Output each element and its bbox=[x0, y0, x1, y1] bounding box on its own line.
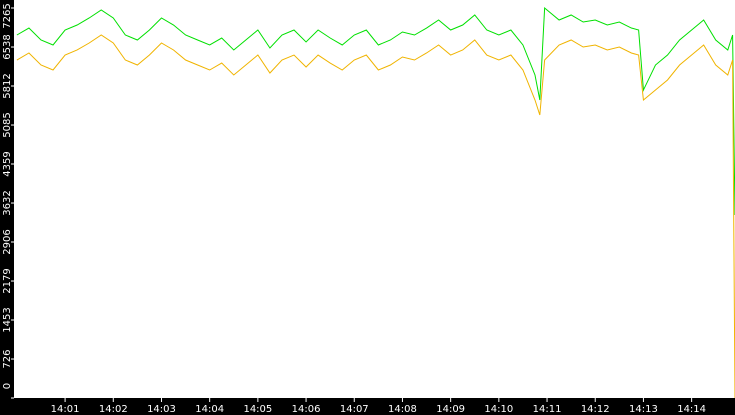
series-line bbox=[16, 6, 735, 216]
y-tick-label: 0 bbox=[2, 383, 13, 389]
x-tick-label: 14:13 bbox=[629, 404, 658, 415]
x-tick-label: 14:12 bbox=[581, 404, 610, 415]
x-tick-label: 14:08 bbox=[388, 404, 417, 415]
y-tick-label: 3632 bbox=[2, 190, 13, 215]
y-tick-label: 7265 bbox=[2, 3, 13, 28]
x-tick-label: 14:11 bbox=[533, 404, 562, 415]
y-tick-label: 4359 bbox=[2, 151, 13, 176]
y-tick-label: 2179 bbox=[2, 268, 13, 293]
series-line bbox=[16, 34, 735, 399]
y-tick-label: 5812 bbox=[2, 73, 13, 98]
x-axis-strip bbox=[0, 398, 735, 415]
x-tick-label: 14:14 bbox=[677, 404, 706, 415]
y-tick-label: 1453 bbox=[2, 307, 13, 332]
x-tick-label: 14:06 bbox=[292, 404, 321, 415]
x-tick-label: 14:10 bbox=[484, 404, 513, 415]
x-tick-label: 14:05 bbox=[243, 404, 272, 415]
y-tick-label: 2906 bbox=[2, 229, 13, 254]
y-tick-label: 5085 bbox=[2, 112, 13, 137]
y-axis-strip bbox=[0, 0, 14, 415]
x-tick-label: 14:02 bbox=[99, 404, 128, 415]
y-tick-label: 726 bbox=[2, 349, 13, 368]
x-tick-label: 14:07 bbox=[340, 404, 369, 415]
x-tick-label: 14:03 bbox=[147, 404, 176, 415]
x-tick-label: 14:01 bbox=[51, 404, 80, 415]
x-tick-label: 14:09 bbox=[436, 404, 465, 415]
x-tick-label: 14:04 bbox=[195, 404, 224, 415]
y-tick-label: 6538 bbox=[2, 34, 13, 59]
